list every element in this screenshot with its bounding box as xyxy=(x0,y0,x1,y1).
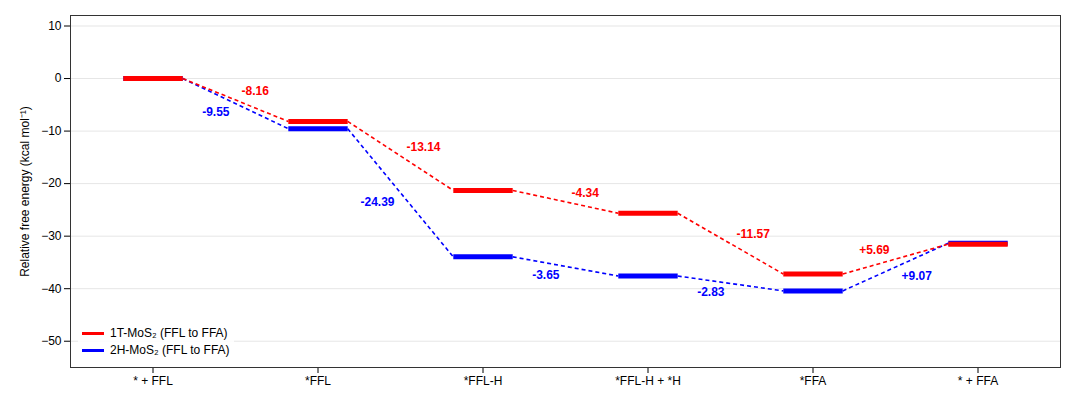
svg-text:-11.57: -11.57 xyxy=(737,227,771,241)
svg-text:−20: −20 xyxy=(41,176,62,190)
html-text:2H-MoS₂ (FFL to FFA): 2H-MoS₂ (FFL to FFA) xyxy=(110,343,230,357)
svg-text:10: 10 xyxy=(48,19,62,33)
svg-text:-13.14: -13.14 xyxy=(407,140,441,154)
svg-text:−10: −10 xyxy=(41,124,62,138)
svg-text:+5.69: +5.69 xyxy=(859,243,890,257)
svg-text:*FFL-H + *H: *FFL-H + *H xyxy=(615,374,681,388)
svg-text:-9.55: -9.55 xyxy=(202,105,230,119)
html-text:1T-MoS₂ (FFL to FFA): 1T-MoS₂ (FFL to FFA) xyxy=(110,326,228,340)
svg-text:−50: −50 xyxy=(41,334,62,348)
svg-text:−30: −30 xyxy=(41,229,62,243)
svg-text:−40: −40 xyxy=(41,282,62,296)
svg-text:+9.07: +9.07 xyxy=(902,269,933,283)
svg-text:0: 0 xyxy=(55,71,62,85)
svg-text:-4.34: -4.34 xyxy=(572,186,600,200)
svg-text:-8.16: -8.16 xyxy=(242,84,270,98)
svg-text:* + FFL: * + FFL xyxy=(133,374,173,388)
svg-text:*FFL: *FFL xyxy=(305,374,331,388)
svg-text:-24.39: -24.39 xyxy=(360,195,394,209)
svg-text:*FFA: *FFA xyxy=(800,374,827,388)
svg-text:*FFL-H: *FFL-H xyxy=(464,374,503,388)
svg-text:* + FFA: * + FFA xyxy=(958,374,998,388)
svg-text:Relative free energy (kcal mol: Relative free energy (kcal mol⁻¹) xyxy=(18,106,32,277)
svg-text:-2.83: -2.83 xyxy=(697,285,725,299)
svg-text:-3.65: -3.65 xyxy=(532,268,560,282)
